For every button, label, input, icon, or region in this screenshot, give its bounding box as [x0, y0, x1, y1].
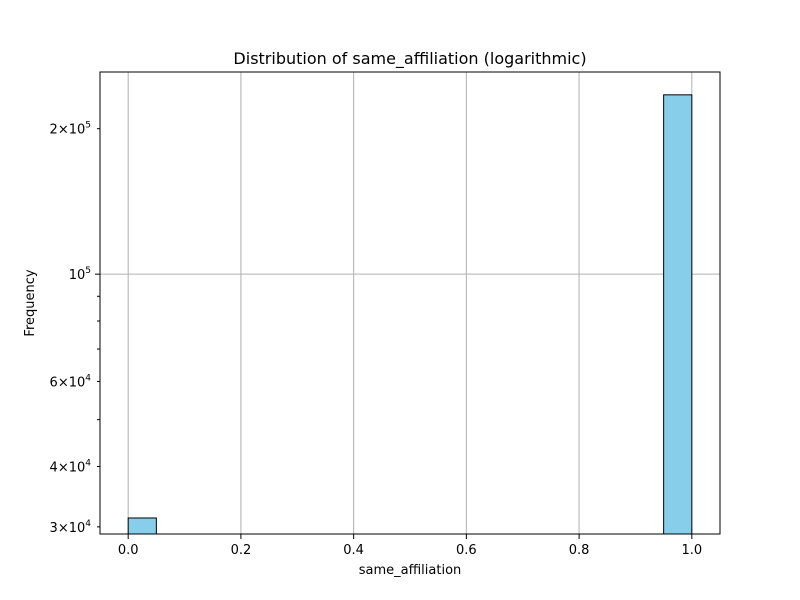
x-axis-label: same_affiliation — [359, 563, 462, 578]
chart-title: Distribution of same_affiliation (logari… — [233, 49, 586, 69]
y-tick-label: 2×105 — [50, 121, 91, 138]
x-tick-label: 0.4 — [343, 543, 364, 558]
y-tick-label: 3×104 — [50, 519, 92, 536]
plot-frame — [99, 71, 721, 535]
y-tick-label: 6×104 — [50, 373, 92, 390]
x-tick-label: 0.8 — [569, 543, 590, 558]
x-tick-label: 0.6 — [456, 543, 477, 558]
x-tick-label: 1.0 — [681, 543, 702, 558]
grid-lines — [100, 72, 720, 534]
x-axis-ticks: 0.0 0.2 0.4 0.6 0.8 1.0 — [118, 534, 702, 558]
x-tick-label: 0.0 — [118, 543, 139, 558]
x-tick-label: 0.2 — [231, 543, 252, 558]
histogram-bar — [663, 94, 693, 535]
histogram-bar — [127, 517, 157, 535]
y-tick-label: 4×104 — [50, 458, 92, 475]
histogram-bars — [127, 94, 693, 535]
y-axis-label: Frequency — [23, 269, 38, 336]
y-tick-label: 105 — [69, 266, 91, 283]
y-axis-ticks: 105 3×104 4×104 6×104 2×105 — [50, 121, 100, 536]
